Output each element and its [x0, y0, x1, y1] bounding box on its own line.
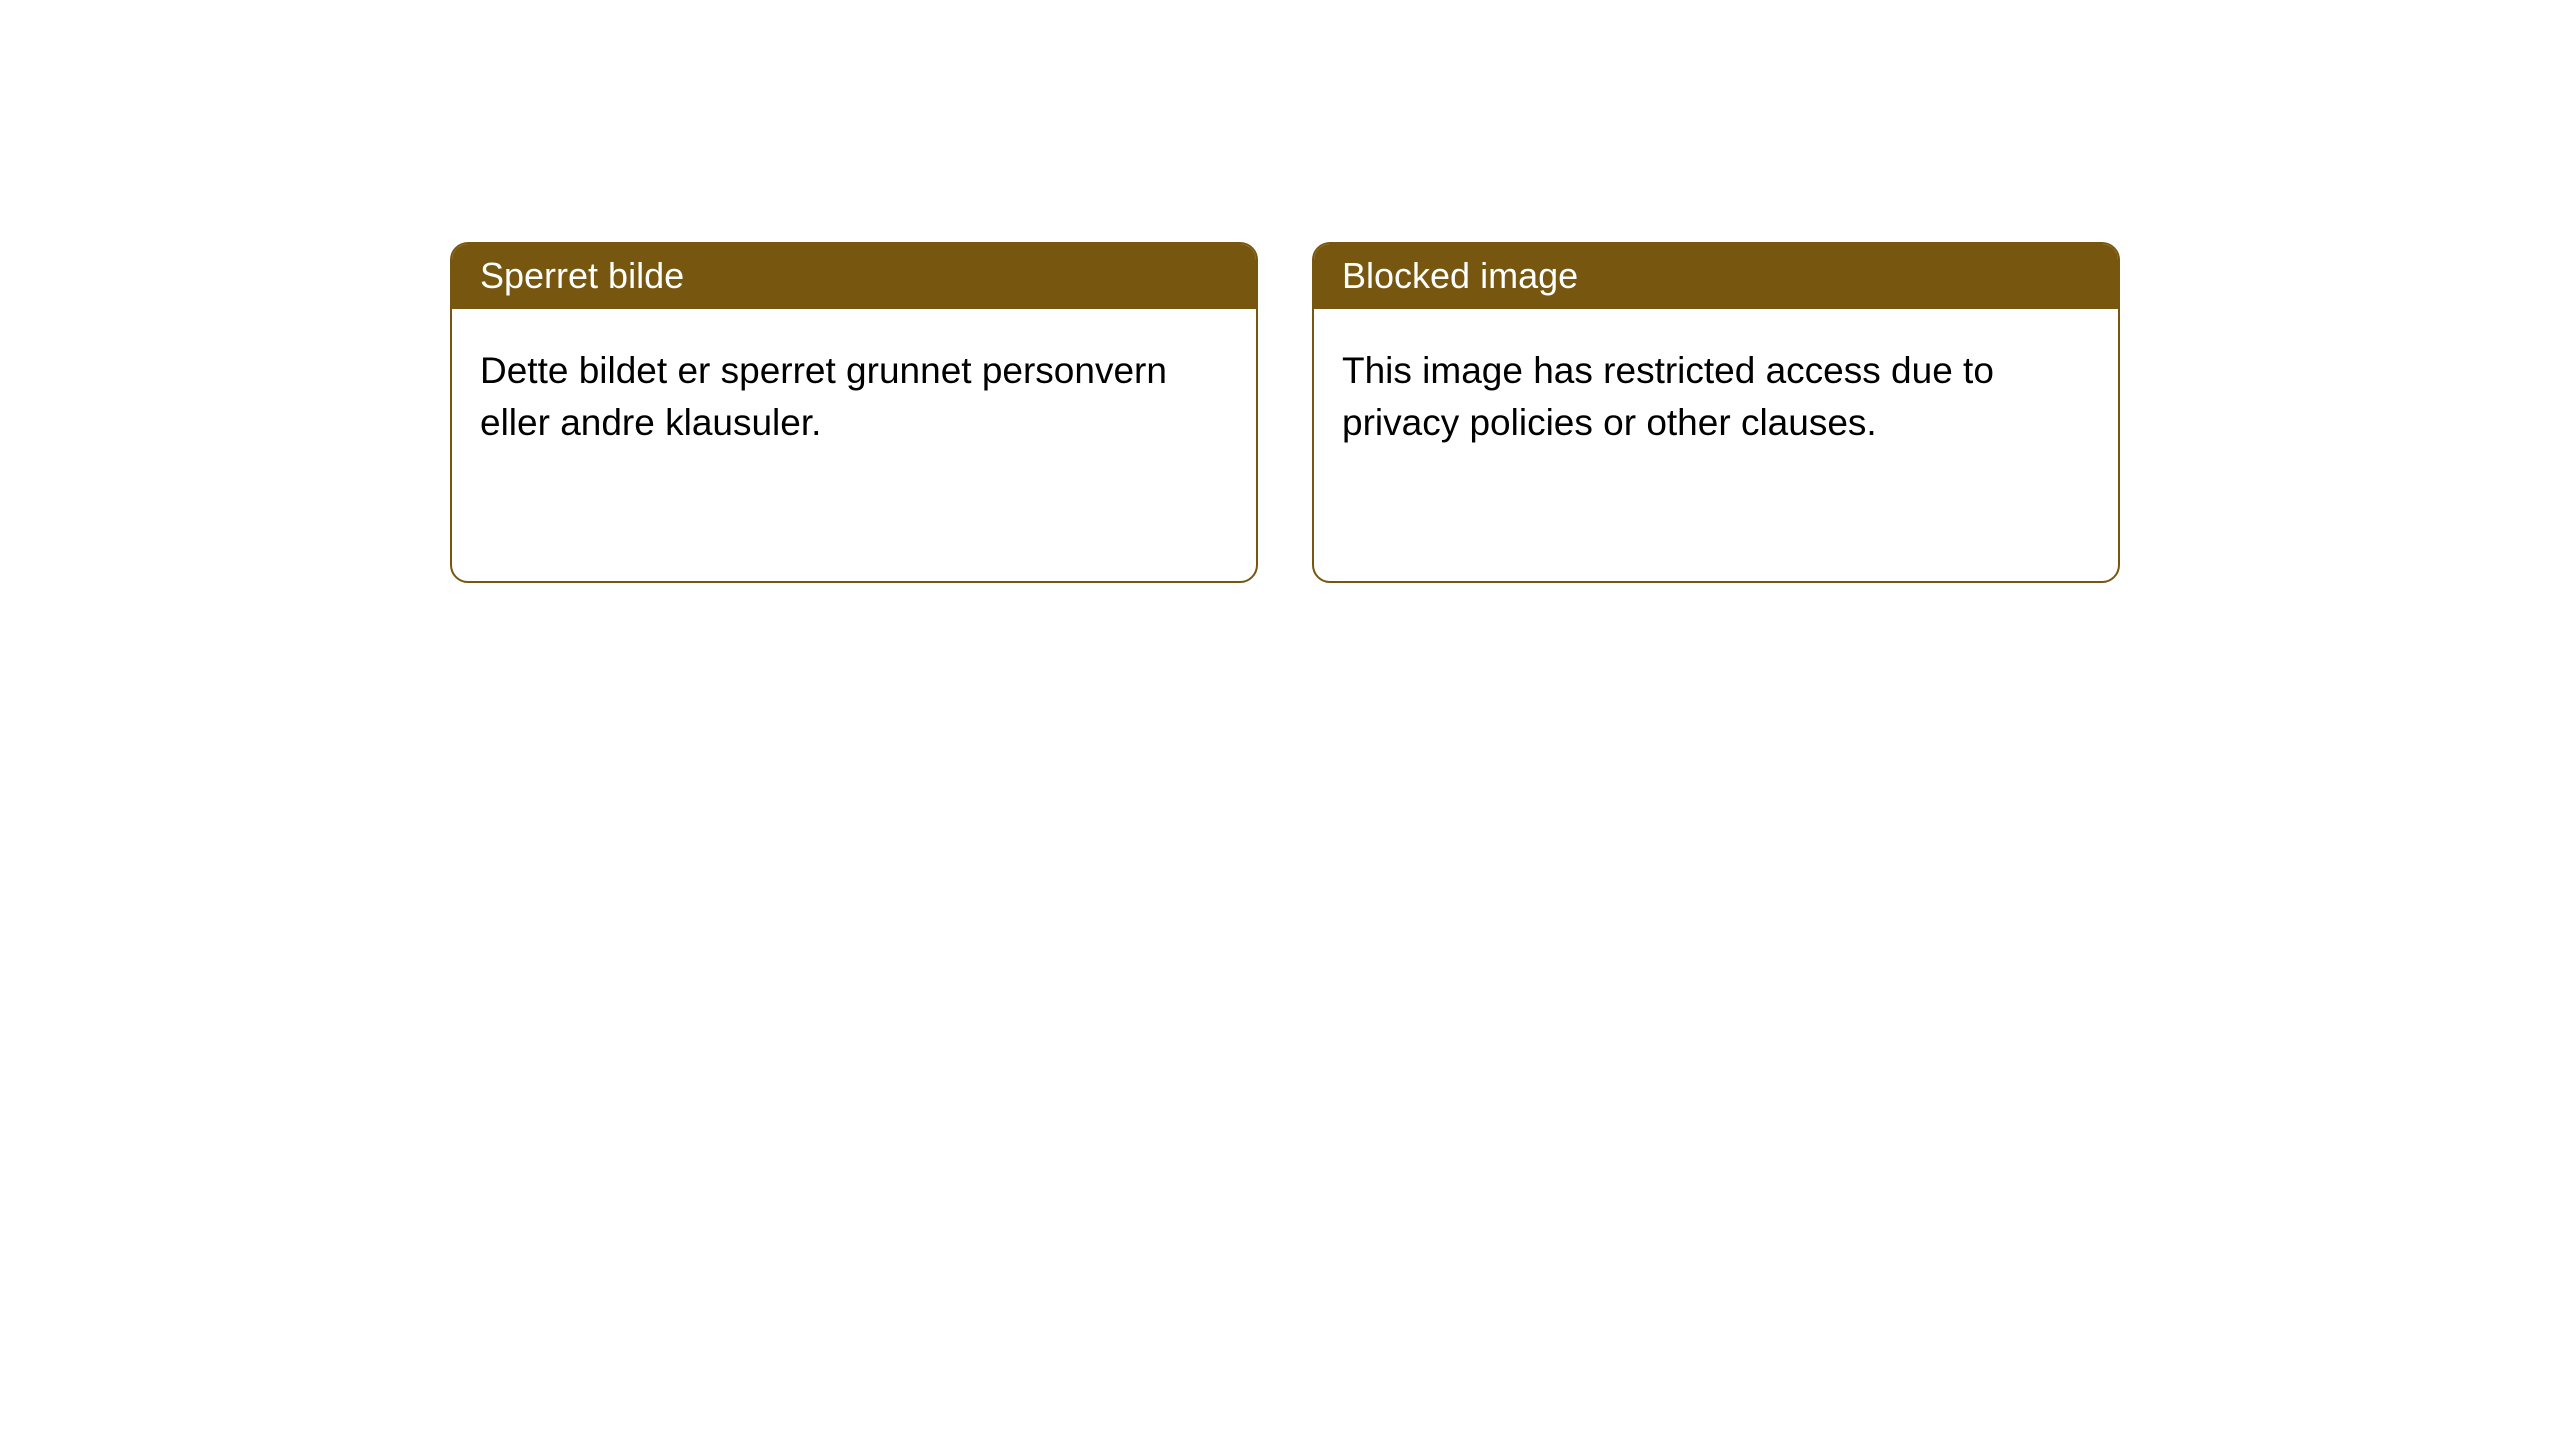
- notice-title-english: Blocked image: [1314, 244, 2118, 309]
- notice-card-norwegian: Sperret bilde Dette bildet er sperret gr…: [450, 242, 1258, 583]
- notice-body-norwegian: Dette bildet er sperret grunnet personve…: [452, 309, 1256, 581]
- notice-container: Sperret bilde Dette bildet er sperret gr…: [0, 0, 2560, 583]
- notice-body-english: This image has restricted access due to …: [1314, 309, 2118, 581]
- notice-card-english: Blocked image This image has restricted …: [1312, 242, 2120, 583]
- notice-title-norwegian: Sperret bilde: [452, 244, 1256, 309]
